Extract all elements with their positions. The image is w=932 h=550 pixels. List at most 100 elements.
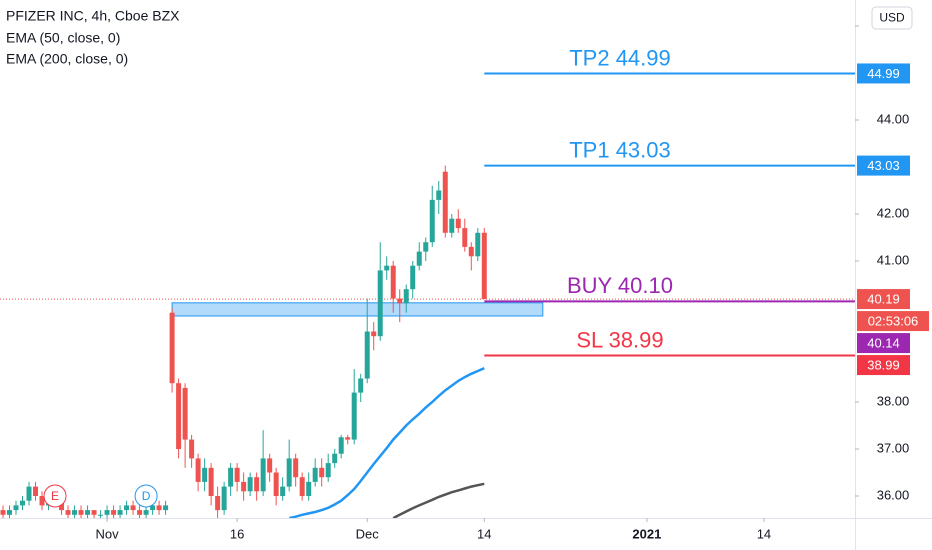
- candle-body: [299, 477, 305, 497]
- y-tick-label: 44.00: [877, 111, 910, 126]
- price-label: 44.99: [867, 66, 900, 81]
- price-label-box: [857, 355, 910, 376]
- candle-body: [390, 265, 396, 299]
- candle-body: [442, 171, 448, 233]
- candle-body: [371, 331, 377, 337]
- candle-body: [195, 458, 201, 482]
- event-marker: [134, 484, 158, 508]
- candle-body: [33, 486, 39, 497]
- candle-body: [429, 199, 435, 243]
- x-tick-label: 14: [477, 526, 491, 541]
- candle-body: [273, 472, 279, 497]
- candle-body: [156, 505, 162, 511]
- candle-body: [20, 500, 26, 506]
- price-label: 02:53:06: [868, 314, 919, 329]
- candle-body: [234, 467, 240, 482]
- legend: EMA (50, close, 0) EMA (200, close, 0): [6, 30, 128, 67]
- candle-body: [377, 270, 383, 337]
- candle-body: [397, 298, 403, 304]
- price-label-box: [857, 289, 910, 310]
- candle-body: [338, 437, 344, 454]
- candle-body: [345, 437, 351, 440]
- candle-body: [104, 510, 110, 515]
- price-label-box: [857, 63, 910, 84]
- candle-body: [468, 246, 474, 257]
- x-tick-label: 14: [757, 526, 771, 541]
- candle-body: [176, 383, 182, 450]
- candle-body: [351, 392, 357, 440]
- candle-body: [241, 481, 247, 492]
- candle-body: [208, 467, 214, 497]
- candle-body: [403, 289, 409, 304]
- candle-body: [260, 458, 266, 492]
- legend-entry: EMA (200, close, 0): [6, 51, 128, 67]
- candle-body: [169, 312, 175, 384]
- candle-body: [85, 510, 91, 515]
- candle-body: [254, 477, 260, 492]
- candle-body: [358, 378, 364, 393]
- candle-body: [0, 510, 6, 515]
- event-label: D: [142, 489, 151, 503]
- candle-body: [7, 510, 13, 515]
- candle-body: [65, 510, 71, 515]
- candle-body: [130, 505, 136, 511]
- candle-body: [332, 453, 338, 464]
- candle-body: [462, 228, 468, 247]
- candle-body: [286, 458, 292, 487]
- candle-body: [202, 467, 208, 482]
- price-label-box: [857, 333, 910, 354]
- candle-body: [228, 467, 234, 487]
- price-label-box: [857, 311, 929, 332]
- candle-body: [475, 232, 481, 257]
- candle-body: [306, 481, 312, 497]
- price-label-box: [857, 155, 910, 176]
- candle-body: [436, 190, 442, 200]
- ema-line: [288, 367, 485, 518]
- x-tick-label: 16: [230, 526, 244, 541]
- currency-button[interactable]: [871, 6, 913, 30]
- currency[interactable]: USD: [879, 11, 905, 25]
- candle-body: [319, 467, 325, 478]
- y-tick-label: 36.00: [877, 487, 910, 502]
- candle-body: [26, 486, 32, 501]
- y-tick-label: 41.00: [877, 252, 910, 267]
- candle-body: [312, 467, 318, 482]
- axes: 36.0037.0038.0041.0042.0044.0046.00Nov16…: [95, 17, 929, 541]
- candle-body: [410, 265, 416, 290]
- price-label: 43.03: [867, 158, 900, 173]
- event-label: E: [51, 489, 59, 503]
- event-marker: [43, 484, 67, 508]
- candle-body: [78, 510, 84, 515]
- candle-body: [143, 510, 149, 515]
- candle-body: [98, 514, 104, 516]
- x-tick-label: Dec: [356, 526, 380, 541]
- candle-body: [137, 510, 143, 515]
- candle-body: [215, 496, 221, 511]
- candle-body: [72, 510, 78, 515]
- level-text: BUY 40.10: [567, 273, 673, 298]
- candle-body: [247, 477, 253, 492]
- y-tick-label: 37.00: [877, 440, 910, 455]
- candle-body: [364, 331, 370, 379]
- candle-body: [280, 486, 286, 497]
- candle-body: [449, 218, 455, 233]
- y-tick-label: 38.00: [877, 393, 910, 408]
- candle-body: [150, 505, 156, 511]
- candle-body: [39, 496, 45, 506]
- candle-body: [189, 439, 195, 459]
- candle-body: [221, 486, 227, 511]
- price-label: 40.19: [867, 292, 900, 307]
- candle-body: [117, 510, 123, 515]
- level-text: SL 38.99: [576, 327, 663, 352]
- candle-body: [325, 463, 331, 478]
- level-text: TP2 44.99: [569, 45, 671, 70]
- candle-body: [416, 251, 422, 266]
- candle-body: [111, 510, 117, 515]
- candle-body: [124, 505, 130, 511]
- candle-body: [455, 218, 461, 229]
- candle-body: [293, 458, 299, 478]
- chart-title: PFIZER INC, 4h, Cboe BZX: [6, 8, 180, 24]
- ema-line: [392, 482, 485, 518]
- level-text: TP1 43.03: [569, 137, 671, 162]
